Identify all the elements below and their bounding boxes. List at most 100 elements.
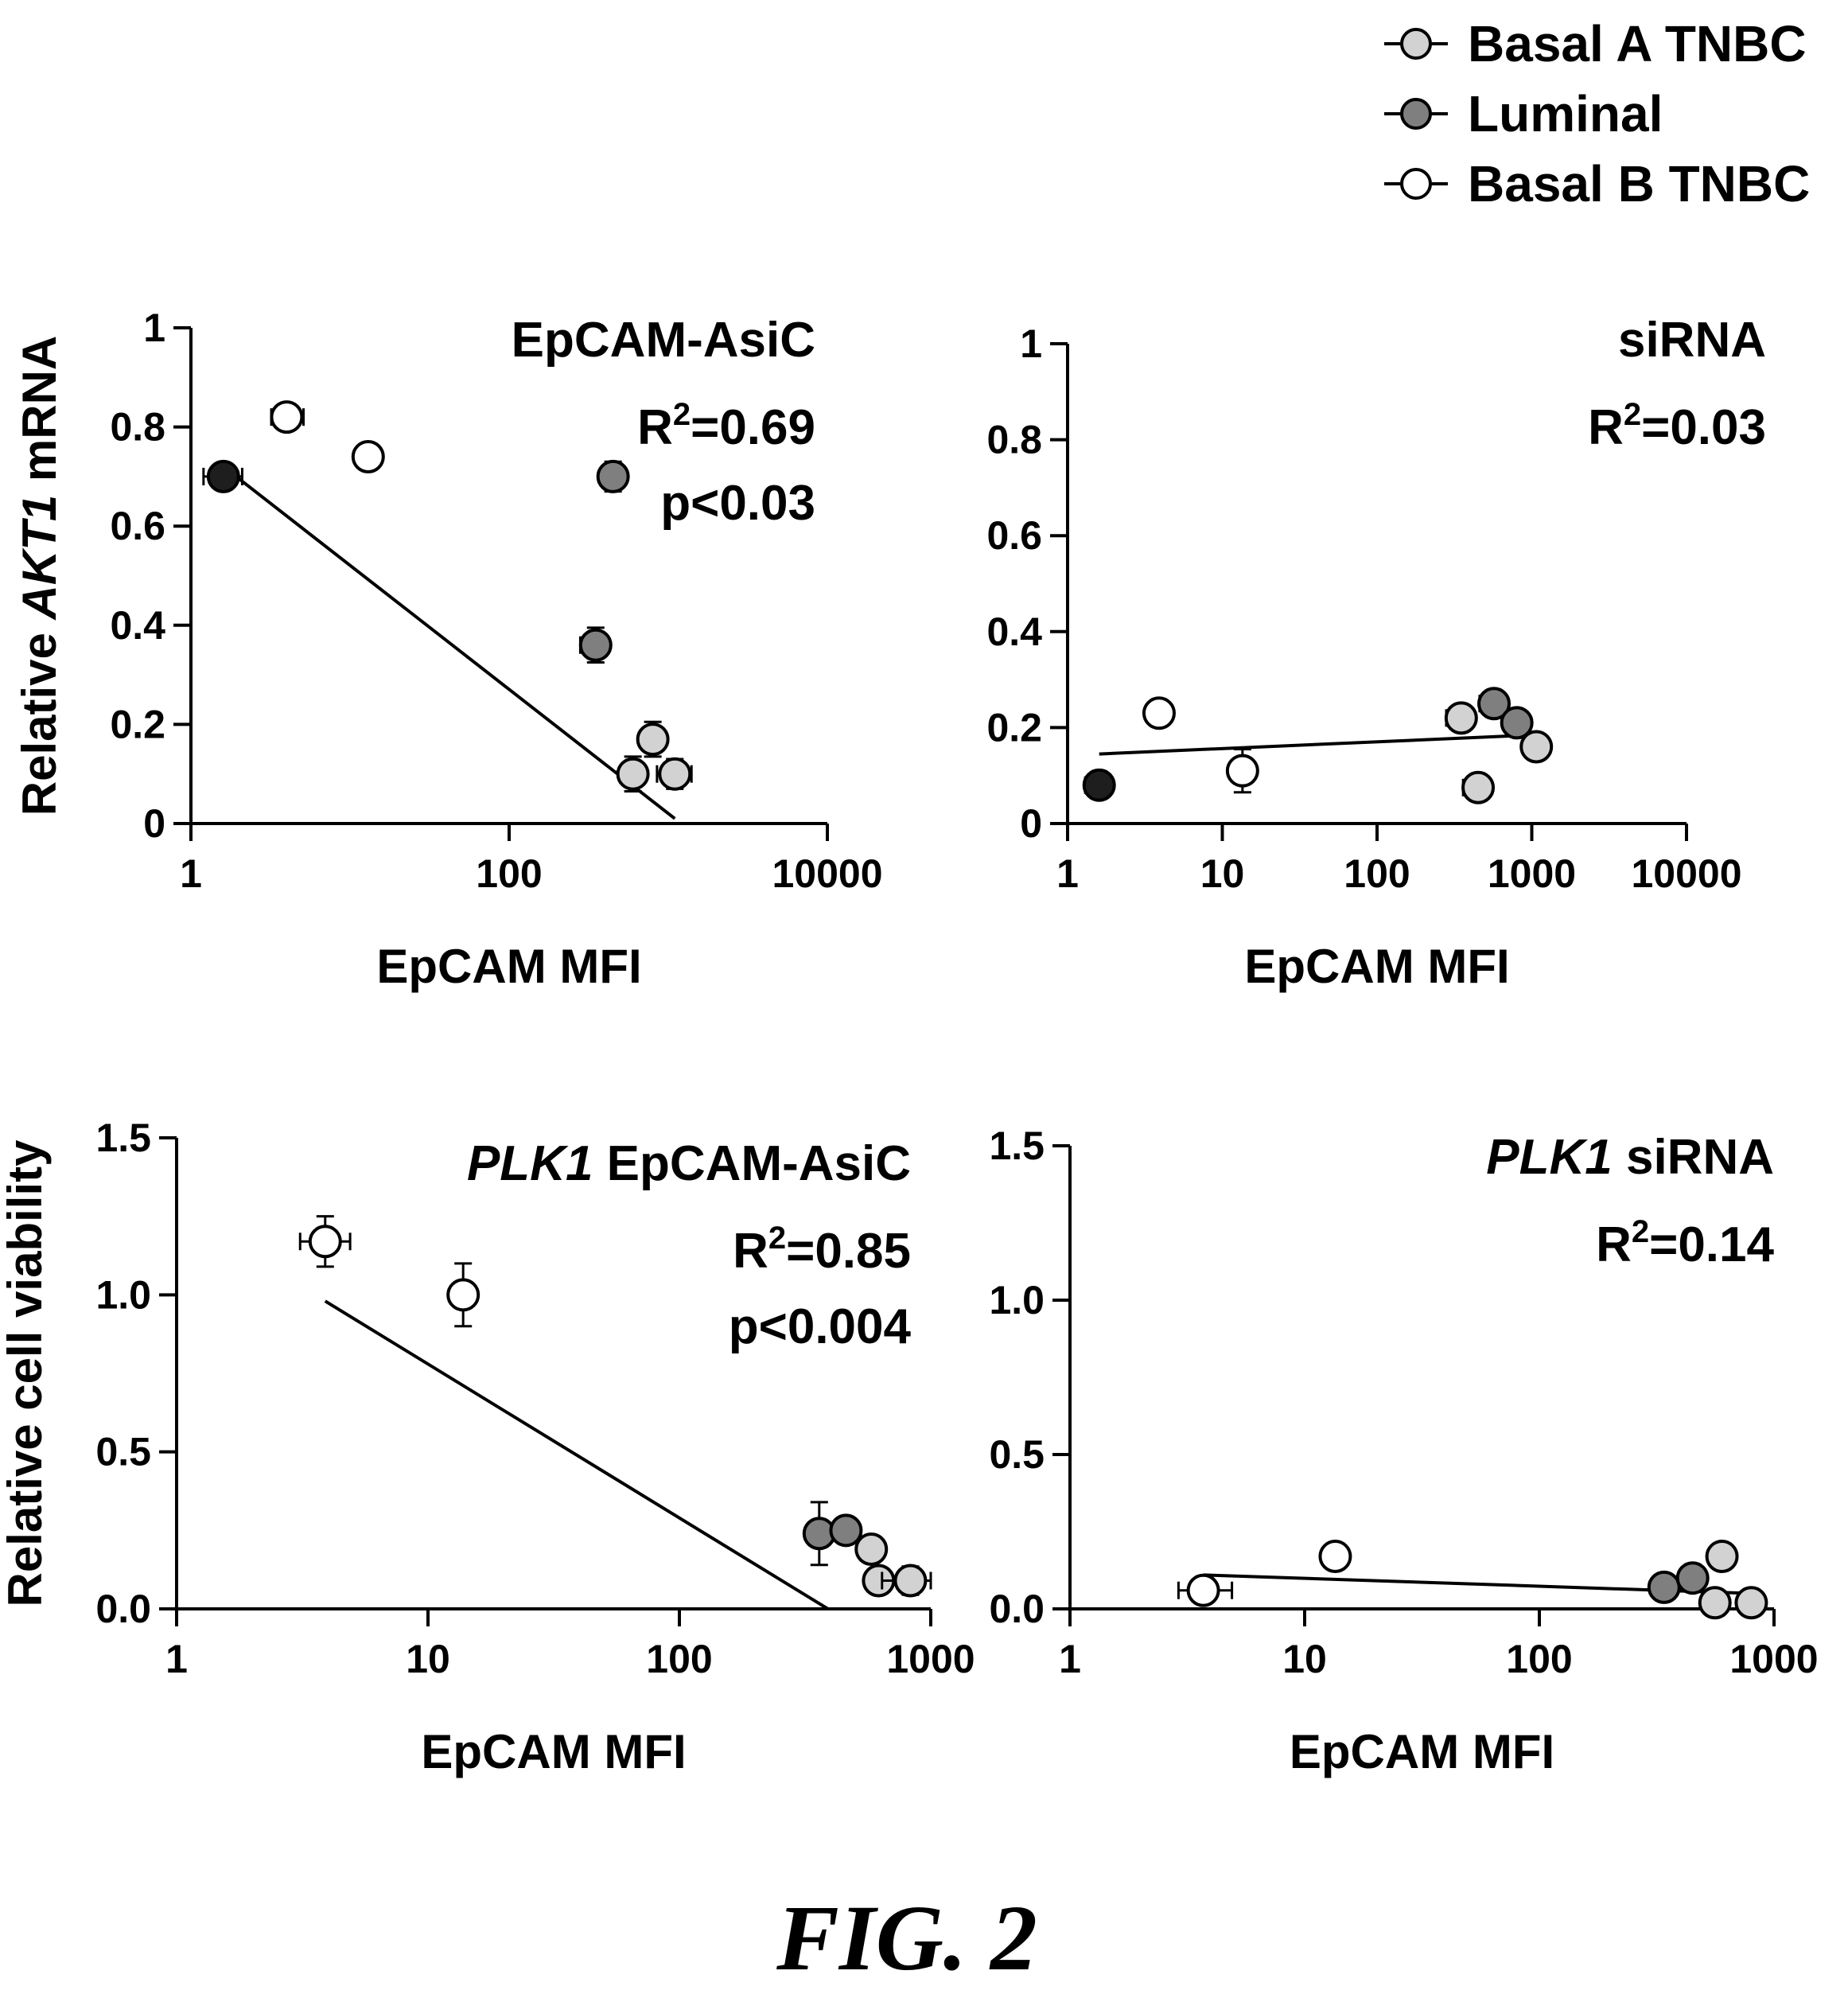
fit-line (222, 465, 676, 820)
y-axis-title-gene: AKT1 (13, 495, 66, 621)
p-value: p<0.004 (729, 1299, 912, 1354)
legend-marker (1400, 28, 1432, 60)
y-axis-title-part: mRNA (13, 336, 66, 495)
y-axis-title-part: Relative (13, 619, 66, 816)
data-point (1698, 1586, 1732, 1620)
panel-title: PLK1 EpCAM-AsiC (467, 1136, 911, 1191)
legend-item: Luminal (1384, 85, 1663, 142)
point-marker (1082, 768, 1116, 802)
r-squared: R2=0.03 (1588, 397, 1766, 455)
point-marker (636, 722, 670, 757)
x-axis-title: EpCAM MFI (1290, 1725, 1554, 1778)
point-marker (1705, 1540, 1739, 1574)
data-point (1461, 770, 1496, 804)
data-point (298, 1215, 352, 1268)
y-tick-label: 1.0 (989, 1278, 1045, 1322)
r-squared-sup: 2 (1632, 1214, 1649, 1249)
y-tick-label: 0.0 (95, 1587, 151, 1631)
panel-title: siRNA (1618, 313, 1766, 368)
data-point (596, 459, 630, 493)
point-marker (1186, 1573, 1220, 1607)
x-tick-label: 10000 (772, 851, 882, 896)
point-marker (893, 1564, 928, 1598)
data-point (1675, 1561, 1710, 1595)
x-tick-label: 1 (165, 1637, 188, 1681)
legend-item: Basal B TNBC (1384, 155, 1810, 212)
x-tick-label: 10 (1282, 1637, 1327, 1681)
x-tick-label: 1000 (1729, 1637, 1818, 1681)
r-squared-label: R (1588, 400, 1624, 455)
y-tick-label: 1.0 (95, 1272, 151, 1317)
point-marker (1461, 770, 1496, 804)
point-marker (829, 1513, 863, 1548)
point-marker (1519, 730, 1554, 764)
chart-panel-3: 0.0 0.5 1.0 1.5 1 10 100 1000 EpCAM MFI Relative … (0, 1116, 975, 1778)
data-point (616, 755, 650, 793)
x-tick-label: 1000 (886, 1637, 975, 1681)
r-squared-value: =0.69 (691, 400, 815, 455)
x-tick-label: 1 (180, 851, 202, 896)
data-point (1647, 1570, 1681, 1604)
chart-panel-2: 0 0.2 0.4 0.6 0.8 1 1 10 100 1000 10000 EpCAM MFI si… (986, 313, 1766, 993)
data-point (1477, 687, 1511, 721)
data-point (854, 1532, 889, 1567)
x-tick-label: 100 (646, 1637, 712, 1681)
point-marker (1318, 1540, 1352, 1574)
y-tick-label: 0.5 (989, 1432, 1045, 1477)
y-tick-label: 1 (143, 306, 165, 350)
point-marker (854, 1532, 889, 1567)
data-point (636, 720, 670, 758)
data-point (1444, 701, 1478, 735)
chart-panel-4: 0.0 0.5 1.0 1.5 1 10 100 1000 EpCAM MFI PLK1 siRN… (989, 1124, 1818, 1778)
point-marker (351, 439, 385, 473)
x-tick-label: 100 (476, 851, 542, 896)
data-point (881, 1564, 932, 1598)
figure-caption: FIG. 2 (776, 1886, 1037, 1990)
point-marker (596, 459, 630, 493)
data-point (1082, 768, 1116, 802)
r-squared-value: =0.03 (1641, 400, 1766, 455)
x-tick-label: 100 (1344, 851, 1410, 896)
data-point (1225, 748, 1259, 794)
legend-marker (1400, 98, 1432, 130)
y-axis-title: Relative cell viability (0, 1139, 52, 1607)
data-point (578, 626, 613, 664)
r-squared-label: R (733, 1224, 768, 1279)
point-marker (1675, 1561, 1710, 1595)
y-tick-label: 1.5 (95, 1116, 151, 1160)
point-marker (270, 400, 304, 434)
point-marker (1444, 701, 1478, 735)
panel-title-text: siRNA (1613, 1130, 1774, 1185)
y-tick-label: 0.4 (110, 603, 165, 648)
x-tick-label: 10 (1200, 851, 1245, 896)
r-squared: R2=0.14 (1596, 1214, 1774, 1272)
y-axis-title: Relative AKT1 mRNA (13, 336, 66, 816)
panel-title-text: siRNA (1618, 313, 1766, 368)
point-marker (616, 757, 650, 791)
x-axis-title: EpCAM MFI (1244, 940, 1509, 993)
x-tick-label: 1000 (1488, 851, 1576, 896)
y-tick-label: 1.5 (989, 1124, 1045, 1168)
panel-title: EpCAM-AsiC (512, 313, 815, 368)
fit-line (324, 1299, 829, 1610)
y-tick-label: 0.6 (986, 513, 1042, 558)
r-squared-value: =0.85 (786, 1224, 911, 1279)
data-point (351, 439, 385, 473)
y-tick-label: 0.2 (986, 705, 1042, 750)
data-point (829, 1513, 863, 1548)
y-tick-label: 0.4 (986, 609, 1042, 654)
point-marker (308, 1225, 342, 1259)
legend-marker (1400, 168, 1432, 200)
data-point (1142, 696, 1176, 730)
legend-label: Basal A TNBC (1468, 15, 1807, 72)
y-axis-title-part: Relative cell viability (0, 1139, 52, 1607)
data-point (202, 459, 243, 493)
legend-label: Basal B TNBC (1468, 155, 1810, 212)
x-axis-title: EpCAM MFI (376, 940, 641, 993)
r-squared-sup: 2 (1624, 397, 1641, 432)
data-point (802, 1501, 836, 1567)
point-marker (1500, 706, 1534, 740)
point-marker (1698, 1586, 1732, 1620)
